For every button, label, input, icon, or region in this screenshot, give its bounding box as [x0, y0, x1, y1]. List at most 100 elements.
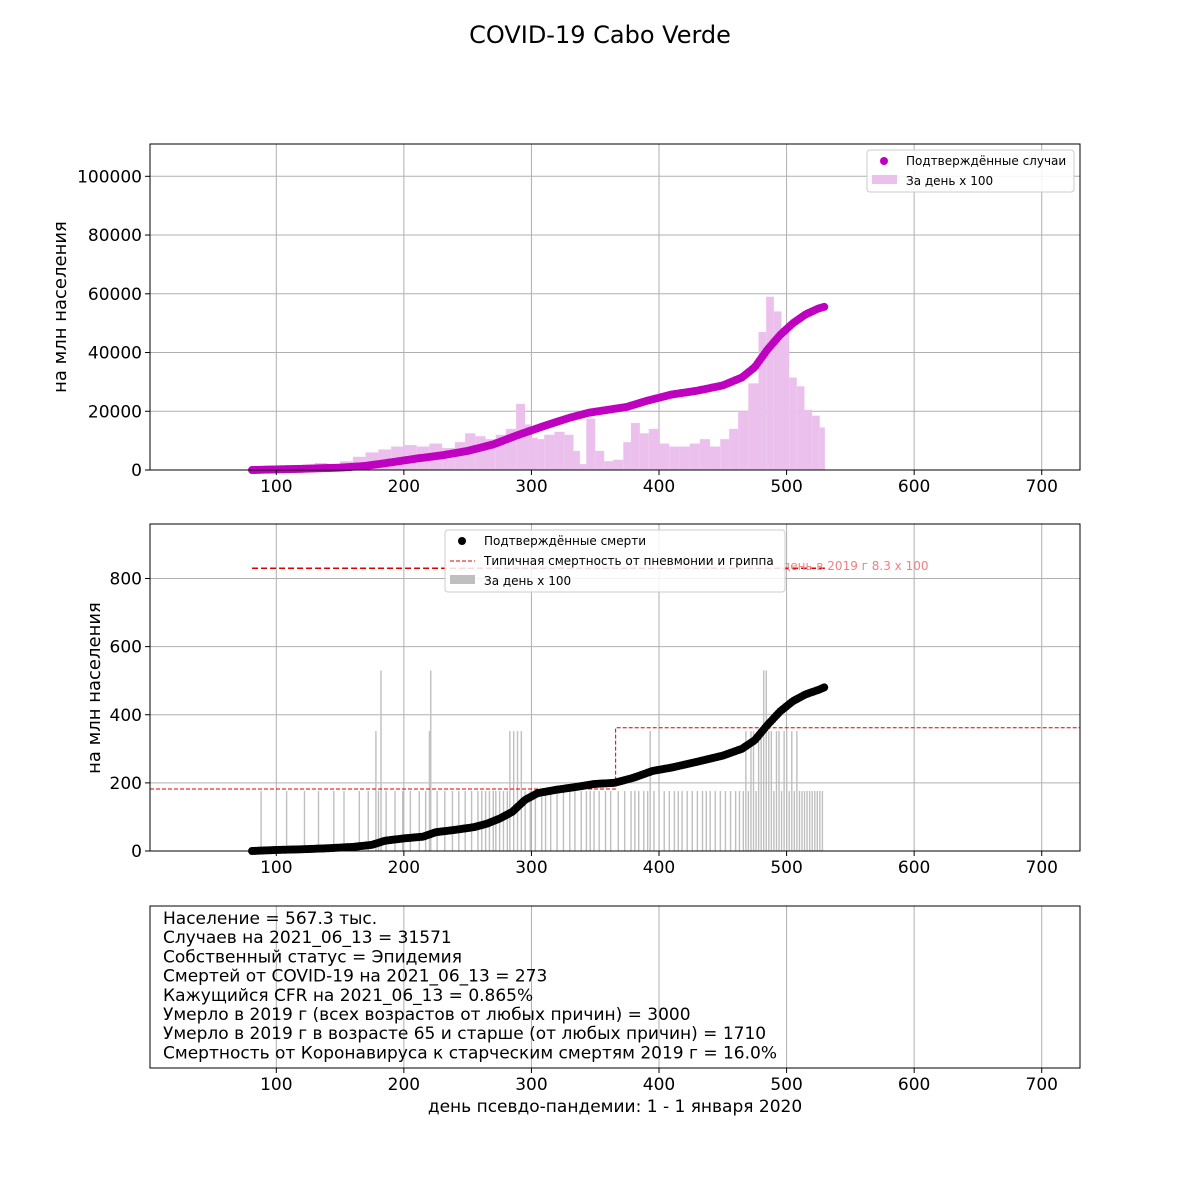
deaths-daily-bar [367, 791, 369, 851]
deaths-daily-bar [630, 791, 632, 851]
cases-xtick-label: 300 [515, 477, 547, 497]
cases-daily-bar [586, 418, 596, 470]
deaths-daily-bar [556, 791, 558, 851]
deaths-daily-bar [516, 731, 519, 851]
deaths-daily-bar [773, 791, 775, 851]
info-line: Умерло в 2019 г в возрасте 65 и старше (… [163, 1024, 766, 1044]
cases-daily-bar [604, 461, 614, 470]
deaths-legend: Подтверждённые смерти Типичная смертност… [444, 529, 786, 593]
deaths-daily-bar [477, 791, 479, 851]
cases-daily-bar [505, 428, 517, 470]
info-line: Смертей от COVID-19 на 2021_06_13 = 273 [163, 967, 547, 987]
deaths-daily-bar [668, 791, 671, 851]
deaths-daily-bar [821, 791, 824, 851]
deaths-daily-bar [464, 791, 466, 851]
deaths-daily-bar [401, 791, 404, 851]
cases-daily-bar [789, 377, 797, 470]
deaths-annotation: день в 2019 г 8.3 x 100 [782, 559, 929, 573]
cases-daily-bar [639, 433, 649, 470]
deaths-daily-bar [752, 731, 755, 851]
deaths-daily-bar [623, 791, 626, 851]
cases-ytick-label: 80000 [88, 226, 142, 246]
deaths-legend-box [444, 529, 786, 593]
deaths-daily-bar [701, 791, 704, 851]
deaths-daily-bar [562, 791, 565, 851]
deaths-daily-bar [729, 791, 732, 851]
deaths-xtick-label: 400 [643, 858, 675, 878]
deaths-daily-bar [470, 791, 473, 851]
deaths-daily-bar [734, 791, 737, 851]
cases-daily-bar [613, 459, 624, 470]
deaths-xtick-label: 700 [1026, 858, 1058, 878]
deaths-daily-bar [544, 791, 547, 851]
info-ticks: 100 200 300 400 500 600 700 [260, 1068, 1058, 1095]
deaths-daily-bar [788, 791, 790, 851]
info-xtick-label: 500 [770, 1075, 802, 1095]
deaths-daily-bar [285, 791, 288, 851]
deaths-daily-bar [303, 791, 306, 851]
deaths-daily-bar [646, 791, 649, 851]
deaths-daily-bar [691, 791, 693, 851]
cases-daily-bar [720, 439, 730, 470]
figure-title: COVID-19 Cabo Verde [469, 21, 731, 49]
cases-chart: 100 200 300 400 500 600 700 0 20000 40000 60000 800… [50, 143, 1081, 497]
cases-daily-bar [659, 443, 670, 470]
deaths-xtick-label: 200 [388, 858, 420, 878]
deaths-daily-bar [793, 791, 796, 851]
typical-mortality-step-line [150, 727, 1080, 790]
cases-grid [150, 144, 1080, 471]
cases-legend: Подтверждённые случаи За день x 100 [866, 149, 1075, 193]
cases-daily-bar [525, 424, 532, 470]
deaths-daily-bar [598, 791, 600, 851]
deaths-daily-bar [686, 791, 688, 851]
deaths-daily-bar [409, 791, 412, 851]
info-line: Смертность от Коронавируса к старческим … [163, 1043, 777, 1063]
cases-daily-bar [710, 446, 721, 470]
cases-daily-bar [544, 434, 555, 470]
cases-daily-bar [689, 443, 700, 470]
deaths-xtick-label: 100 [260, 858, 292, 878]
cases-daily-bar [554, 431, 565, 470]
deaths-daily-bar [529, 791, 531, 851]
cases-xtick-label: 100 [260, 477, 292, 497]
cases-daily-bars [263, 296, 825, 470]
deaths-daily-bar [705, 791, 708, 851]
cases-daily-bar [748, 383, 759, 470]
deaths-daily-bar [801, 791, 803, 851]
cases-legend-label-daily: За день x 100 [906, 174, 993, 188]
cases-daily-bar [729, 428, 739, 470]
deaths-daily-bar [502, 791, 505, 851]
deaths-daily-bar [747, 791, 750, 851]
deaths-cumulative-marker [820, 683, 829, 692]
cases-xtick-label: 500 [770, 477, 802, 497]
deaths-daily-bar [574, 791, 576, 851]
cases-daily-bar [495, 434, 506, 470]
cases-ytick-label: 20000 [88, 402, 142, 422]
deaths-daily-bar [520, 731, 523, 851]
deaths-daily-bar [778, 731, 780, 851]
deaths-cumulative-markers [248, 683, 829, 855]
deaths-daily-bar [506, 791, 509, 851]
cases-daily-bar [579, 464, 587, 470]
cases-ytick-label: 60000 [88, 285, 142, 305]
cases-daily-bar [648, 428, 660, 470]
cases-ticks: 100 200 300 400 500 600 700 0 20000 40000 60000 800… [77, 167, 1058, 497]
deaths-daily-bar [428, 731, 431, 851]
deaths-daily-bar [658, 791, 660, 851]
deaths-daily-bar [649, 731, 651, 851]
deaths-daily-bar [380, 670, 382, 851]
deaths-legend-label-typical: Типичная смертность от пневмонии и грипп… [483, 554, 774, 568]
deaths-daily-bar [709, 791, 711, 851]
deaths-ytick-label: 400 [110, 706, 142, 726]
deaths-daily-bar [785, 731, 788, 851]
deaths-daily-bar [696, 791, 699, 851]
deaths-ticks: 100 200 300 400 500 600 700 0 200 400 600 800 [110, 570, 1058, 879]
cases-legend-marker-swatch [880, 157, 888, 165]
info-xtick-label: 100 [260, 1075, 292, 1095]
deaths-plot-frame [149, 523, 1081, 852]
deaths-daily-bar [430, 670, 432, 851]
info-line: Население = 567.3 тыс. [163, 909, 377, 929]
deaths-daily-bar [343, 791, 345, 851]
deaths-daily-bar [444, 791, 446, 851]
deaths-daily-bar [481, 791, 483, 851]
